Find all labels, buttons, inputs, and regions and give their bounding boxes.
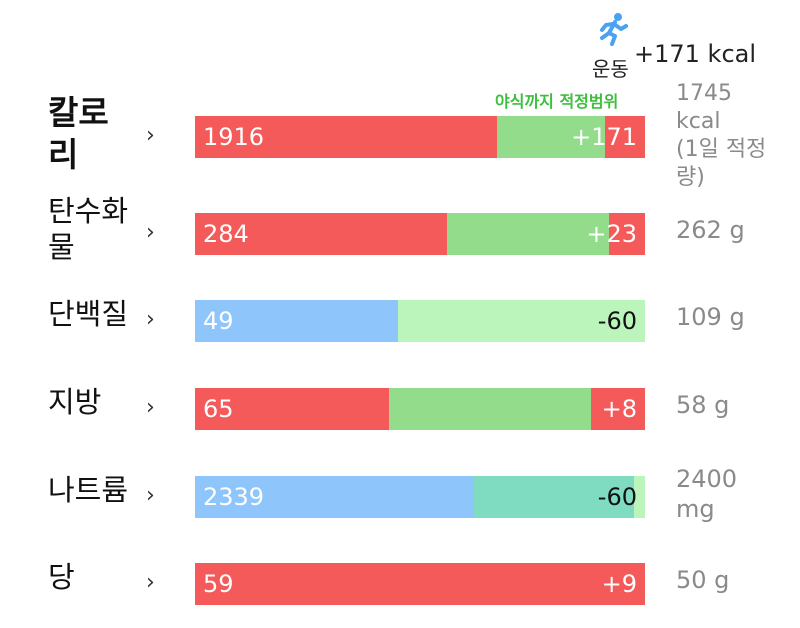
target-value-line: 109 g	[676, 303, 745, 331]
intake-value: 284	[203, 220, 249, 248]
difference-value: +23	[586, 220, 637, 248]
appropriate-range-segment	[389, 388, 591, 430]
nutrient-bar: 65 +8	[195, 388, 645, 430]
nutrient-bar: 2339 -60	[195, 476, 645, 518]
intake-value: 59	[203, 570, 234, 598]
chevron-right-icon[interactable]: ›	[146, 123, 155, 148]
difference-value: -60	[597, 483, 637, 511]
target-value: 109 g	[676, 302, 745, 332]
appropriate-range-segment	[474, 476, 634, 518]
difference-value: +8	[601, 395, 637, 423]
nutrient-bar: 49 -60	[195, 300, 645, 342]
intake-value: 2339	[203, 483, 265, 511]
intake-value: 49	[203, 307, 234, 335]
nutrient-name-line: 칼로	[48, 93, 109, 132]
target-value-line: kcal	[676, 109, 721, 134]
nutrient-name: 칼로 리	[48, 92, 109, 176]
nutrient-name-line: 리	[48, 135, 79, 174]
chevron-right-icon[interactable]: ›	[146, 307, 155, 332]
nutrient-name-line: 지방	[48, 385, 102, 419]
target-value-line: 2400	[676, 465, 738, 493]
appropriate-range-segment	[398, 300, 645, 342]
intake-segment	[195, 388, 389, 430]
remaining-range-segment	[634, 476, 645, 518]
intake-segment	[195, 213, 447, 255]
excess-segment	[609, 213, 645, 255]
nutrient-name: 나트륨	[48, 472, 128, 508]
nutrient-bar: 1916 +171	[195, 116, 645, 158]
target-value: 50 g	[676, 565, 729, 595]
exercise-value: +171 kcal	[634, 40, 757, 68]
target-value-line: 량)	[676, 165, 705, 190]
nutrient-name: 단백질	[48, 296, 128, 332]
nutrient-name-line: 당	[48, 560, 75, 594]
appropriate-range-segment	[447, 213, 609, 255]
nutrient-name-line: 탄수화	[48, 194, 129, 228]
nutrient-name: 지방	[48, 384, 101, 420]
nutrient-name-line: 나트륨	[48, 473, 129, 507]
intake-segment	[195, 476, 474, 518]
target-value: 262 g	[676, 215, 745, 245]
chevron-right-icon[interactable]: ›	[146, 483, 155, 508]
chevron-right-icon[interactable]: ›	[146, 395, 155, 420]
difference-value: +171	[571, 123, 637, 151]
intake-segment	[195, 563, 645, 605]
intake-value: 1916	[203, 123, 265, 151]
target-value: 2400 mg	[676, 464, 737, 524]
nutrient-name-line: 물	[48, 230, 75, 264]
nutrient-bar: 284 +23	[195, 213, 645, 255]
target-value-line: (1일 적정	[676, 137, 767, 162]
target-value-line: 50 g	[676, 566, 730, 594]
chevron-right-icon[interactable]: ›	[146, 220, 155, 245]
exercise-summary: 운동 +171 kcal	[592, 12, 792, 80]
intake-segment	[195, 116, 497, 158]
intake-segment	[195, 300, 398, 342]
target-value-line: 262 g	[676, 216, 745, 244]
target-value-line: mg	[676, 495, 715, 523]
intake-value: 65	[203, 395, 234, 423]
excess-segment	[605, 116, 645, 158]
target-value-line: 58 g	[676, 391, 730, 419]
chevron-right-icon[interactable]: ›	[146, 570, 155, 595]
appropriate-range-segment	[497, 116, 605, 158]
exercise-label: 운동	[592, 57, 629, 81]
nutrient-name: 탄수화 물	[48, 193, 128, 265]
target-value: 58 g	[676, 390, 729, 420]
excess-segment	[591, 388, 645, 430]
difference-value: +9	[601, 570, 637, 598]
difference-value: -60	[597, 307, 637, 335]
nutrient-name-line: 단백질	[48, 297, 129, 331]
running-person-icon	[600, 13, 628, 46]
nutrient-name: 당	[48, 559, 75, 595]
target-value-line: 1745	[676, 81, 732, 106]
nutrient-bar: 59 +9	[195, 563, 645, 605]
appropriate-range-label: 야식까지 적정범위	[495, 92, 619, 111]
